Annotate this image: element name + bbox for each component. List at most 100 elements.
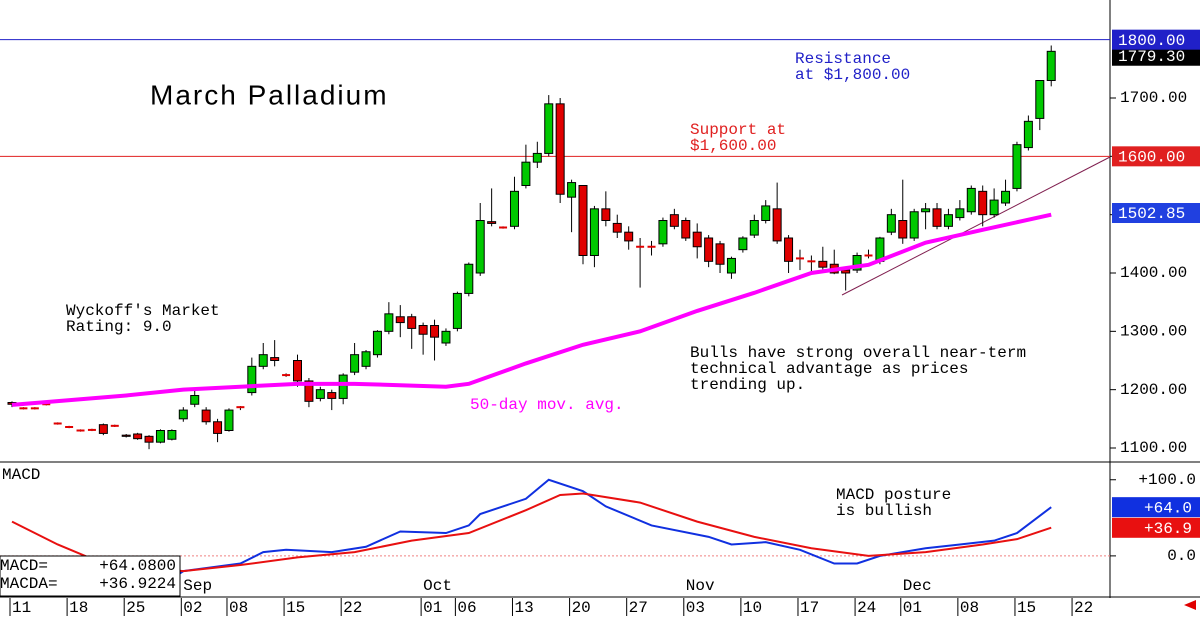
candle-body	[224, 409, 234, 432]
candle-body	[384, 313, 394, 332]
price-tag-label: 1600.00	[1118, 149, 1185, 167]
candle-body	[464, 263, 474, 294]
candle-body	[692, 231, 702, 248]
candle-body	[133, 433, 143, 440]
x-tick-label: 03	[686, 599, 705, 617]
month-label: Dec	[903, 577, 932, 595]
candle-body	[784, 237, 794, 262]
scroll-arrow[interactable]	[1184, 600, 1196, 610]
x-tick-label: 15	[1017, 599, 1036, 617]
candle-body	[395, 316, 405, 324]
candle-body	[932, 208, 942, 227]
candle-body	[144, 435, 154, 443]
annotation: Wyckoff's Market	[66, 302, 220, 320]
candle-body	[487, 221, 497, 224]
x-tick-label: 25	[126, 599, 145, 617]
y-tick-label: 1200.00	[1120, 381, 1187, 399]
readout-name: MACD=	[0, 557, 48, 575]
y-tick-label: 1100.00	[1120, 439, 1187, 457]
macd-title: MACD	[2, 466, 40, 484]
candle-body	[612, 222, 622, 233]
price-tag	[1112, 203, 1200, 224]
readout-value: +36.9224	[99, 575, 176, 593]
candle-body	[452, 292, 462, 329]
candle-body	[509, 190, 519, 227]
candle-body	[601, 208, 611, 221]
candle-body	[121, 434, 131, 437]
candle-body	[978, 190, 988, 216]
candle-body	[704, 237, 714, 262]
candle-body	[761, 205, 771, 222]
y-tick-label: 0.0	[1167, 547, 1196, 565]
x-tick-label: 08	[960, 599, 979, 617]
readout-name: MACDA=	[0, 575, 58, 593]
x-tick-label: 27	[629, 599, 648, 617]
price-tag-label: 1502.85	[1118, 205, 1185, 223]
price-tag	[1112, 45, 1200, 66]
x-tick-label: 02	[183, 599, 202, 617]
candle-body	[772, 208, 782, 242]
x-tick-label: 11	[12, 599, 31, 617]
candle-body	[190, 395, 200, 405]
candle-body	[155, 430, 165, 443]
moving-average	[11, 212, 1052, 407]
price-tag-label: 1800.00	[1118, 32, 1185, 50]
candle-body	[921, 208, 931, 213]
candle-body	[841, 269, 851, 274]
candle-body	[1046, 50, 1056, 81]
candle-body	[555, 103, 565, 195]
x-tick-label: 22	[1074, 599, 1093, 617]
macd-line	[11, 492, 1052, 573]
candle-body	[898, 220, 908, 239]
candle-body	[1035, 80, 1045, 119]
price-panel	[0, 39, 1110, 450]
x-tick-label: 01	[903, 599, 922, 617]
candle-body	[738, 237, 748, 251]
macd-tag-label: +36.9	[1144, 520, 1192, 538]
candle-body	[441, 330, 451, 344]
candle-body	[361, 351, 371, 367]
candle-body	[475, 220, 485, 274]
axes: 1100.001200.001300.001400.001500.001600.…	[9, 29, 1200, 617]
candle-body	[167, 430, 177, 440]
candle-body	[909, 211, 919, 239]
candle-body	[669, 214, 679, 227]
candle-body	[589, 208, 599, 256]
candle-body	[818, 260, 828, 268]
candle-body	[418, 325, 428, 335]
candle-body	[1023, 120, 1033, 149]
candle-body	[247, 365, 257, 394]
y-tick-label: 1700.00	[1120, 89, 1187, 107]
candle-body	[726, 257, 736, 274]
candle-body	[327, 392, 337, 399]
ma-label: 50-day mov. avg.	[470, 396, 624, 414]
candle-body	[955, 208, 965, 219]
y-tick-label: 1300.00	[1120, 323, 1187, 341]
candle-body	[372, 330, 382, 356]
annotation: at $1,800.00	[795, 66, 910, 84]
x-tick-label: 24	[857, 599, 876, 617]
price-tag-label: 1779.30	[1118, 48, 1185, 66]
x-tick-label: 20	[572, 599, 591, 617]
price-tag	[1112, 29, 1200, 50]
candle-body	[304, 380, 314, 402]
annotation: technical advantage as prices	[690, 360, 968, 378]
x-tick-label: 08	[229, 599, 248, 617]
candle-body	[407, 316, 417, 329]
candle-body	[715, 243, 725, 265]
readout-value: +64.0800	[99, 557, 176, 575]
candle-body	[350, 354, 360, 373]
candle-body	[966, 187, 976, 213]
annotation: Bulls have strong overall near-term	[690, 344, 1026, 362]
chart-title: March Palladium	[150, 79, 389, 110]
macd-tag	[1112, 517, 1200, 538]
annotation: Resistance	[795, 50, 891, 68]
candle-body	[1001, 190, 1011, 204]
x-tick-label: 22	[343, 599, 362, 617]
y-tick-label: +100.0	[1138, 471, 1196, 489]
x-tick-label: 06	[457, 599, 476, 617]
annotation: trending up.	[690, 376, 805, 394]
month-label: Nov	[686, 577, 715, 595]
